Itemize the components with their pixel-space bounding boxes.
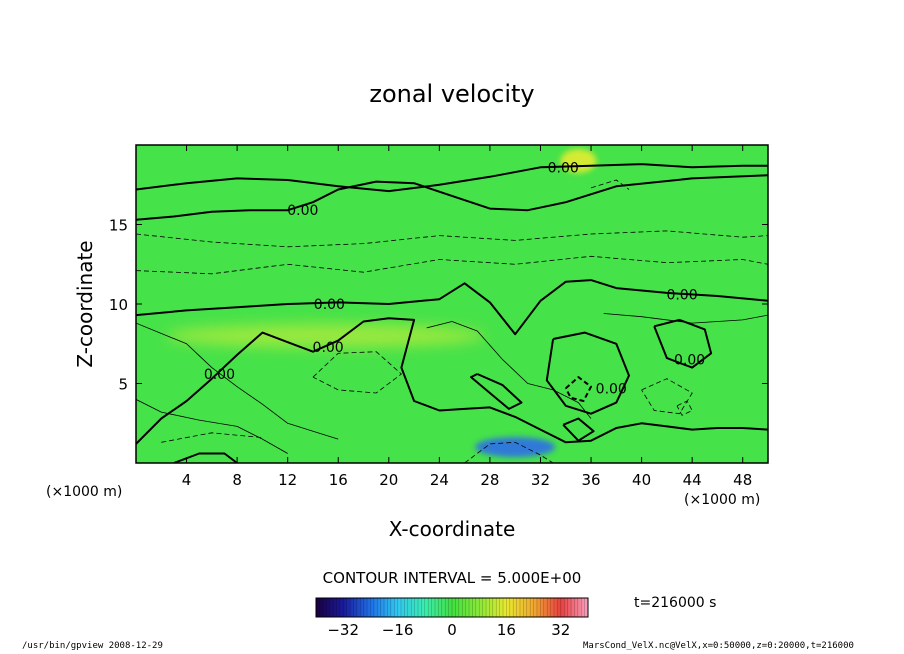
footer-right: MarsCond_VelX.nc@VelX,x=0:50000,z=0:2000… (583, 641, 854, 651)
contour-labels: 0.00 0.00 0.00 0.00 0.00 0.00 0.00 0.00 (204, 160, 705, 397)
x-tick-label: 48 (733, 471, 752, 489)
colorbar (316, 598, 588, 617)
time-label: t=216000 s (634, 595, 716, 611)
colorbar-frame (315, 597, 589, 618)
colorbar-tick-label: 16 (497, 621, 516, 639)
chart-title: zonal velocity (369, 80, 534, 108)
plot-area (136, 145, 768, 463)
x-axis-units-right: (×1000 m) (684, 492, 760, 508)
contour-label: 0.00 (596, 381, 627, 397)
y-tick-label: 15 (109, 217, 128, 235)
contour-label: 0.00 (314, 297, 345, 313)
colorbar-gradient (316, 598, 588, 617)
contour-label: 0.00 (287, 203, 318, 219)
x-tick-label: 20 (379, 471, 398, 489)
colorbar-tick-label: 0 (447, 621, 457, 639)
x-tick-label: 16 (329, 471, 348, 489)
contour-label: 0.00 (313, 340, 344, 356)
x-tick-label: 8 (232, 471, 242, 489)
x-tick-label: 4 (182, 471, 192, 489)
contour-label: 0.00 (548, 160, 579, 176)
y-tick-label: 10 (109, 296, 128, 314)
x-tick-label: 28 (480, 471, 499, 489)
contour-label: 0.00 (666, 287, 697, 303)
colorbar-tick-label: −16 (382, 621, 414, 639)
y-axis-label: Z-coordinate (73, 240, 97, 367)
colorbar-tick-label: 32 (551, 621, 570, 639)
x-tick-label: 36 (581, 471, 600, 489)
contour-label: 0.00 (204, 367, 235, 383)
velocity-field-shading (165, 323, 486, 348)
x-tick-label: 40 (632, 471, 651, 489)
velocity-field-background (136, 145, 768, 463)
x-tick-label: 44 (683, 471, 702, 489)
x-axis-ticks: 4 8 12 16 20 24 28 32 36 40 44 48 (182, 145, 752, 489)
x-tick-label: 24 (430, 471, 449, 489)
x-axis-units: (×1000 m) (46, 484, 122, 500)
colorbar-ticks: −32 −16 0 16 32 (327, 621, 570, 639)
contour-lines (136, 163, 768, 463)
x-tick-label: 32 (531, 471, 550, 489)
y-tick-label: 5 (118, 376, 128, 394)
x-tick-label: 12 (278, 471, 297, 489)
footer-left: /usr/bin/gpview 2008-12-29 (22, 641, 163, 651)
contour-interval-label: CONTOUR INTERVAL = 5.000E+00 (323, 569, 582, 587)
contour-label: 0.00 (674, 353, 705, 369)
y-axis-ticks: 5 10 15 (109, 217, 768, 394)
colorbar-tick-label: −32 (327, 621, 359, 639)
x-axis-label: X-coordinate (389, 517, 516, 541)
